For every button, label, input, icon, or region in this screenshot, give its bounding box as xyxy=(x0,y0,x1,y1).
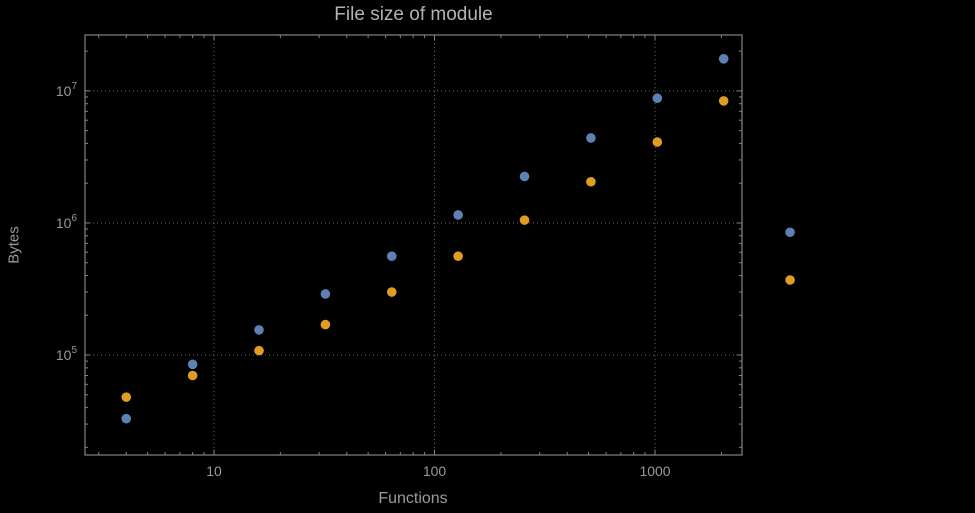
x-tick-label: 1000 xyxy=(639,463,670,479)
data-point-blue xyxy=(386,251,397,262)
data-point-orange xyxy=(386,287,397,297)
data-point-orange xyxy=(121,392,132,402)
data-point-blue xyxy=(785,227,795,238)
chart-title: File size of module xyxy=(334,4,493,25)
x-tick-label: 100 xyxy=(423,463,447,479)
y-tick-label: 107 xyxy=(56,81,78,99)
data-point-blue xyxy=(320,289,331,299)
data-point-orange xyxy=(254,345,264,356)
data-point-orange xyxy=(652,137,663,147)
data-point-orange xyxy=(718,96,729,106)
x-axis-label: Functions xyxy=(378,490,448,507)
data-point-orange xyxy=(785,275,795,285)
data-point-blue xyxy=(586,133,596,143)
data-point-blue xyxy=(187,359,198,370)
data-point-orange xyxy=(586,176,596,187)
data-point-orange xyxy=(453,251,463,262)
data-point-blue xyxy=(652,93,663,104)
data-point-blue xyxy=(254,325,264,335)
data-point-blue xyxy=(121,413,132,424)
x-tick-label: 10 xyxy=(206,463,222,479)
y-tick-label: 106 xyxy=(56,213,78,231)
data-point-blue xyxy=(718,53,729,64)
y-axis-label: Bytes xyxy=(5,226,23,264)
data-point-orange xyxy=(187,370,198,381)
data-point-blue xyxy=(519,171,530,182)
plot-frame xyxy=(84,34,743,456)
data-point-blue xyxy=(453,210,463,220)
data-point-orange xyxy=(320,319,331,330)
y-tick-label: 105 xyxy=(56,345,78,363)
data-point-orange xyxy=(519,215,530,225)
